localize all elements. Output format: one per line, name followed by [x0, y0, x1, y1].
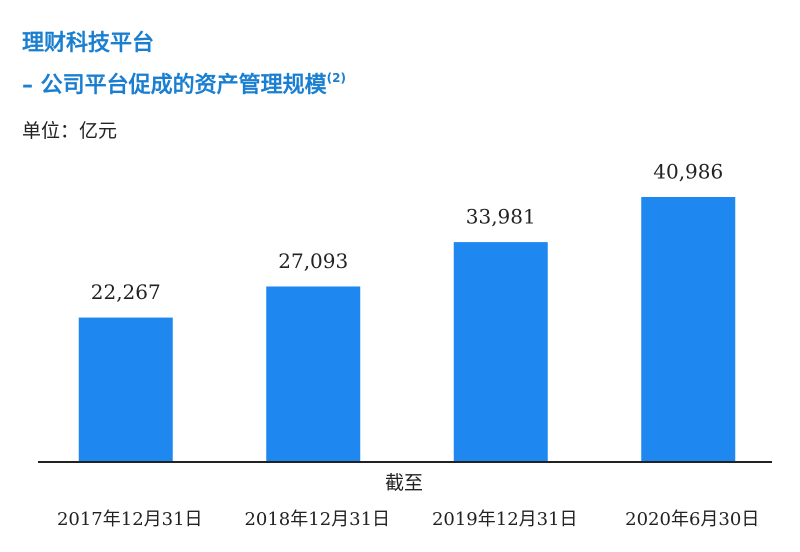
bar — [78, 317, 173, 461]
subtitle-text: – 公司平台促成的资产管理规模 — [22, 72, 328, 98]
chart-subtitle: – 公司平台促成的资产管理规模(2) — [22, 71, 346, 99]
value-label: 40,986 — [653, 160, 723, 184]
bar — [266, 286, 361, 461]
subtitle-note: (2) — [327, 71, 346, 85]
x-tick-label: 2017年12月31日 — [57, 509, 203, 530]
unit-label: 单位：亿元 — [22, 120, 117, 142]
value-label: 22,267 — [91, 280, 161, 304]
chart-title: 理财科技平台 — [22, 30, 154, 56]
x-tick-label: 2020年6月30日 — [625, 509, 759, 530]
x-tick-label: 2019年12月31日 — [432, 509, 578, 530]
x-axis-label: 截至 — [385, 472, 423, 494]
bar — [453, 242, 548, 461]
bar — [641, 197, 736, 461]
value-label: 27,093 — [278, 249, 348, 273]
value-label: 33,981 — [466, 205, 536, 229]
x-tick-label: 2018年12月31日 — [244, 509, 390, 530]
